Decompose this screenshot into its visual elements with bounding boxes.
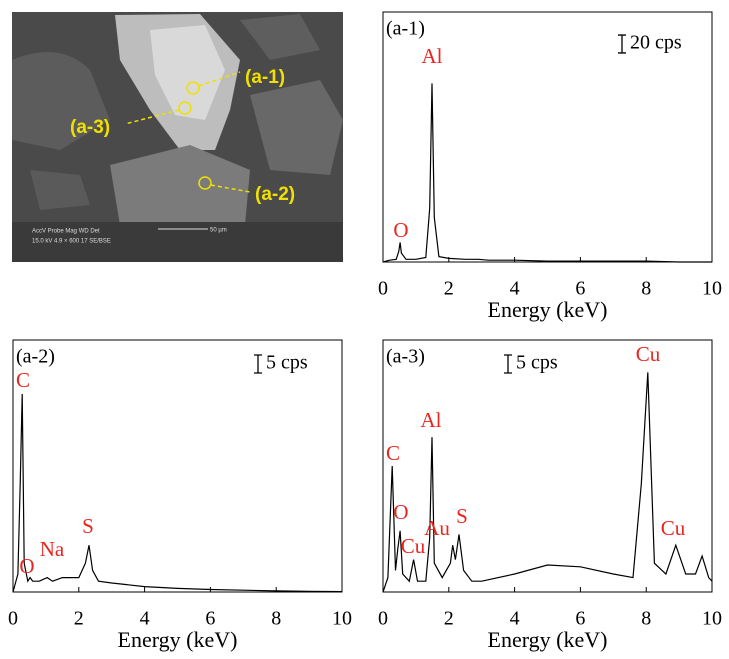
panel-label: (a-2) <box>16 346 55 368</box>
marker-label: (a-2) <box>255 184 295 205</box>
scale-label: 5 cps <box>516 352 558 374</box>
x-tick-label: 0 <box>8 608 18 630</box>
peak-label: O <box>19 554 34 578</box>
plot-frame <box>12 339 343 593</box>
x-tick-label: 4 <box>510 278 520 300</box>
info-header: AccV Probe Mag WD Det <box>32 229 100 235</box>
spectrum <box>12 393 343 593</box>
particle <box>110 145 250 235</box>
peak-label: Na <box>40 537 65 561</box>
scale-bar <box>618 34 626 54</box>
peak-label: C <box>16 368 30 392</box>
x-tick-label: 4 <box>510 608 520 630</box>
plot-frame <box>382 339 713 593</box>
x-tick-label: 2 <box>444 278 454 300</box>
peak-label: O <box>393 218 408 242</box>
x-tick-label: 6 <box>205 608 215 630</box>
particle <box>150 25 225 120</box>
sem-image: AccV Probe Mag WD Det 15.0 kV 4.9 × 600 … <box>12 12 343 262</box>
peak-label: Au <box>424 516 450 540</box>
peak-label: Al <box>421 408 442 432</box>
x-tick-label: 8 <box>271 608 281 630</box>
scale-label: 50 µm <box>210 228 227 234</box>
peak-label: Cu <box>661 516 686 540</box>
x-tick-label: 10 <box>702 608 722 630</box>
x-tick-label: 2 <box>444 608 454 630</box>
particle <box>250 80 343 175</box>
x-tick-label: 8 <box>641 278 651 300</box>
x-tick-label: 2 <box>74 608 84 630</box>
x-tick-label: 10 <box>702 278 722 300</box>
x-tick-label: 6 <box>575 608 585 630</box>
x-tick-label: 4 <box>140 608 150 630</box>
peak-label: O <box>393 500 408 524</box>
peak-label: Cu <box>636 342 661 366</box>
particle <box>240 14 320 60</box>
panel-label: (a-3) <box>386 346 425 368</box>
peak-label: Al <box>422 44 443 68</box>
scale-label: 20 cps <box>630 32 682 54</box>
marker-circle <box>178 101 192 115</box>
x-tick-label: 8 <box>641 608 651 630</box>
x-axis-label: Energy (keV) <box>488 297 608 322</box>
particle <box>30 170 90 210</box>
x-tick-label: 0 <box>378 608 388 630</box>
x-tick-label: 6 <box>575 278 585 300</box>
spectrum <box>382 83 712 263</box>
plot-frame <box>382 11 713 263</box>
marker-label: (a-3) <box>70 117 110 138</box>
leader-line <box>198 71 241 87</box>
marker-label: (a-1) <box>245 67 285 88</box>
marker-circle <box>198 176 212 190</box>
peak-label: C <box>386 441 400 465</box>
x-axis-label: Energy (keV) <box>488 627 608 652</box>
leader-line <box>124 109 180 125</box>
peak-label: Cu <box>401 534 426 558</box>
peak-label: S <box>456 504 468 528</box>
particle <box>12 52 110 150</box>
spectrum <box>382 372 713 593</box>
scale-bar <box>254 354 262 374</box>
panel-label: (a-1) <box>386 18 425 40</box>
scale-bar <box>504 354 512 374</box>
x-tick-label: 10 <box>332 608 352 630</box>
x-axis-label: Energy (keV) <box>118 627 238 652</box>
info-values: 15.0 kV 4.9 × 600 17 SE/BSE <box>32 239 111 245</box>
x-tick-label: 0 <box>378 278 388 300</box>
marker-circle <box>186 81 200 95</box>
peak-label: S <box>82 514 94 538</box>
scale-label: 5 cps <box>266 352 308 374</box>
